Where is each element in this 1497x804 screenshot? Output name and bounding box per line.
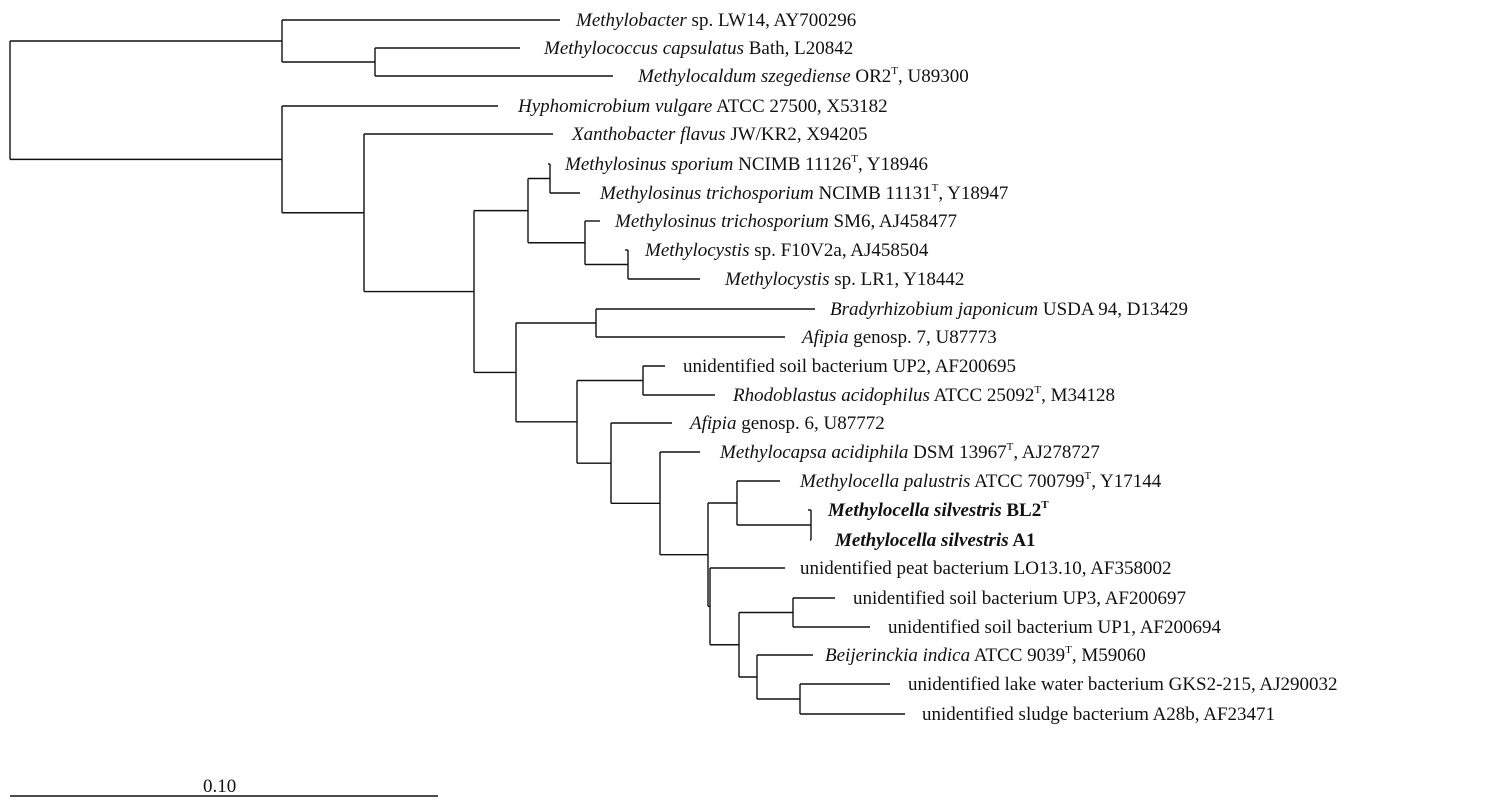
taxon-label-part: Hyphomicrobium vulgare: [517, 96, 712, 117]
scale-bar-label: 0.10: [203, 776, 236, 797]
taxon-label-part: Afipia: [800, 327, 848, 348]
taxon-label-part: unidentified soil bacterium UP3, AF20069…: [853, 588, 1186, 609]
taxon-label: Methylocapsa acidiphila DSM 13967T, AJ27…: [719, 441, 1100, 463]
taxon-label: unidentified lake water bacterium GKS2-2…: [908, 674, 1338, 695]
taxon-label-part: Methylocaldum szegediense: [637, 66, 851, 87]
taxon-label: unidentified soil bacterium UP1, AF20069…: [888, 617, 1222, 638]
taxon-label-part: USDA 94, D13429: [1038, 299, 1188, 320]
taxon-label-part: genosp. 7, U87773: [848, 327, 996, 348]
taxon-label: Methylocystis sp. F10V2a, AJ458504: [644, 240, 929, 261]
taxon-label: Rhodoblastus acidophilus ATCC 25092T, M3…: [732, 384, 1115, 406]
taxon-label-part: sp. F10V2a, AJ458504: [749, 240, 928, 261]
type-strain-superscript: T: [1041, 499, 1049, 511]
taxon-label-part: DSM 13967: [908, 442, 1006, 463]
taxon-label: unidentified soil bacterium UP2, AF20069…: [683, 356, 1016, 377]
taxon-label: Methylococcus capsulatus Bath, L20842: [543, 38, 853, 59]
taxon-label-part: Methylocella silvestris: [827, 500, 1002, 521]
taxon-label: unidentified sludge bacterium A28b, AF23…: [922, 704, 1275, 725]
type-strain-superscript: T: [1084, 470, 1091, 482]
type-strain-superscript: T: [851, 153, 858, 165]
taxon-label-part: , M34128: [1041, 385, 1115, 406]
taxon-label-part: unidentified soil bacterium UP1, AF20069…: [888, 617, 1222, 638]
taxon-label-part: , Y17144: [1091, 471, 1162, 492]
taxon-label: unidentified soil bacterium UP3, AF20069…: [853, 588, 1186, 609]
taxon-label-part: ATCC 27500, X53182: [712, 96, 887, 117]
taxon-label-part: Beijerinckia indica: [825, 645, 970, 666]
taxon-label-part: , Y18947: [938, 183, 1008, 204]
taxon-label-part: unidentified sludge bacterium A28b, AF23…: [922, 704, 1275, 725]
taxon-label: Methylobacter sp. LW14, AY700296: [575, 10, 856, 31]
taxon-label: Methylosinus trichosporium SM6, AJ458477: [614, 211, 957, 232]
taxon-label: Hyphomicrobium vulgare ATCC 27500, X5318…: [517, 96, 888, 117]
type-strain-superscript: T: [891, 65, 898, 77]
taxon-label: Xanthobacter flavus JW/KR2, X94205: [571, 124, 868, 145]
taxon-label-part: Rhodoblastus acidophilus: [732, 385, 930, 406]
taxon-label-part: ATCC 700799: [970, 471, 1084, 492]
taxon-label: Bradyrhizobium japonicum USDA 94, D13429: [830, 299, 1188, 320]
taxon-label-part: Afipia: [688, 413, 736, 434]
taxon-label-part: Methylocystis: [644, 240, 749, 261]
taxon-label-part: sp. LR1, Y18442: [829, 269, 964, 290]
taxon-label-part: unidentified lake water bacterium GKS2-2…: [908, 674, 1338, 695]
taxon-label-part: A1: [1009, 530, 1036, 551]
taxon-label: Methylocella silvestris BL2T: [827, 499, 1049, 521]
taxon-label-part: , M59060: [1072, 645, 1146, 666]
type-strain-superscript: T: [1034, 384, 1041, 396]
taxon-label-part: unidentified soil bacterium UP2, AF20069…: [683, 356, 1016, 377]
taxon-labels: Methylobacter sp. LW14, AY700296 Methyloc…: [517, 10, 1338, 725]
taxon-label: Afipia genosp. 7, U87773: [800, 327, 997, 348]
tree-branches: [9, 19, 905, 715]
taxon-label-part: ATCC 9039: [970, 645, 1065, 666]
taxon-label-part: Methylocapsa acidiphila: [719, 442, 908, 463]
taxon-label-part: Methylocystis: [724, 269, 829, 290]
taxon-label-part: NCIMB 11126: [733, 154, 851, 175]
taxon-label: Methylocella silvestris A1: [834, 530, 1036, 551]
taxon-label-part: JW/KR2, X94205: [726, 124, 868, 145]
taxon-label-part: Methylocella silvestris: [834, 530, 1009, 551]
taxon-label-part: , AJ278727: [1013, 442, 1100, 463]
taxon-label-part: , Y18946: [858, 154, 928, 175]
taxon-label-part: Methylosinus trichosporium: [614, 211, 829, 232]
scale-bar: 0.10: [10, 776, 438, 797]
taxon-label: Methylosinus sporium NCIMB 11126T, Y1894…: [564, 153, 928, 175]
taxon-label-part: Methylocella palustris: [799, 471, 970, 492]
taxon-label-part: OR2: [851, 66, 892, 87]
taxon-label-part: sp. LW14, AY700296: [687, 10, 856, 31]
type-strain-superscript: T: [932, 182, 939, 194]
taxon-label-part: genosp. 6, U87772: [736, 413, 884, 434]
taxon-label-part: Methylococcus capsulatus: [543, 38, 744, 59]
type-strain-superscript: T: [1065, 644, 1072, 656]
taxon-label-part: Bath, L20842: [744, 38, 853, 59]
taxon-label-part: BL2: [1002, 500, 1042, 521]
taxon-label-part: Methylosinus sporium: [564, 154, 733, 175]
taxon-label: Methylocella palustris ATCC 700799T, Y17…: [799, 470, 1162, 492]
taxon-label-part: SM6, AJ458477: [829, 211, 957, 232]
taxon-label-part: , U89300: [898, 66, 969, 87]
taxon-label-part: ATCC 25092: [930, 385, 1035, 406]
taxon-label-part: Xanthobacter flavus: [571, 124, 726, 145]
taxon-label: Afipia genosp. 6, U87772: [688, 413, 885, 434]
taxon-label: Beijerinckia indica ATCC 9039T, M59060: [825, 644, 1146, 666]
taxon-label-part: Bradyrhizobium japonicum: [830, 299, 1038, 320]
taxon-label-part: unidentified peat bacterium LO13.10, AF3…: [800, 558, 1171, 579]
taxon-label: Methylocystis sp. LR1, Y18442: [724, 269, 964, 290]
taxon-label: Methylocaldum szegediense OR2T, U89300: [637, 65, 969, 87]
taxon-label: Methylosinus trichosporium NCIMB 11131T,…: [599, 182, 1008, 204]
type-strain-superscript: T: [1007, 441, 1014, 453]
taxon-label: unidentified peat bacterium LO13.10, AF3…: [800, 558, 1171, 579]
taxon-label-part: NCIMB 11131: [814, 183, 932, 204]
taxon-label-part: Methylobacter: [575, 10, 687, 31]
taxon-label-part: Methylosinus trichosporium: [599, 183, 814, 204]
